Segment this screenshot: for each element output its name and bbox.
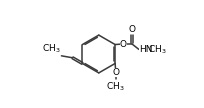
- Text: O: O: [129, 25, 136, 34]
- Text: O: O: [112, 68, 119, 77]
- Text: CH$_3$: CH$_3$: [106, 81, 125, 93]
- Text: CH$_3$: CH$_3$: [42, 42, 61, 55]
- Text: CH$_3$: CH$_3$: [148, 44, 166, 56]
- Text: O: O: [120, 40, 127, 48]
- Text: HN: HN: [139, 45, 153, 54]
